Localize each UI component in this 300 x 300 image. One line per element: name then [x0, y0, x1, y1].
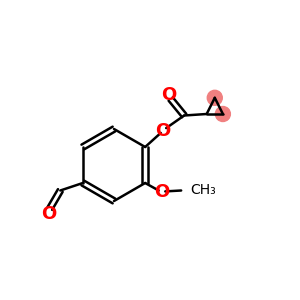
Text: O: O — [154, 183, 169, 201]
Circle shape — [207, 90, 222, 105]
Text: O: O — [156, 122, 171, 140]
Text: CH₃: CH₃ — [190, 184, 216, 197]
Text: O: O — [41, 205, 56, 223]
Text: O: O — [162, 85, 177, 103]
Circle shape — [215, 106, 230, 122]
